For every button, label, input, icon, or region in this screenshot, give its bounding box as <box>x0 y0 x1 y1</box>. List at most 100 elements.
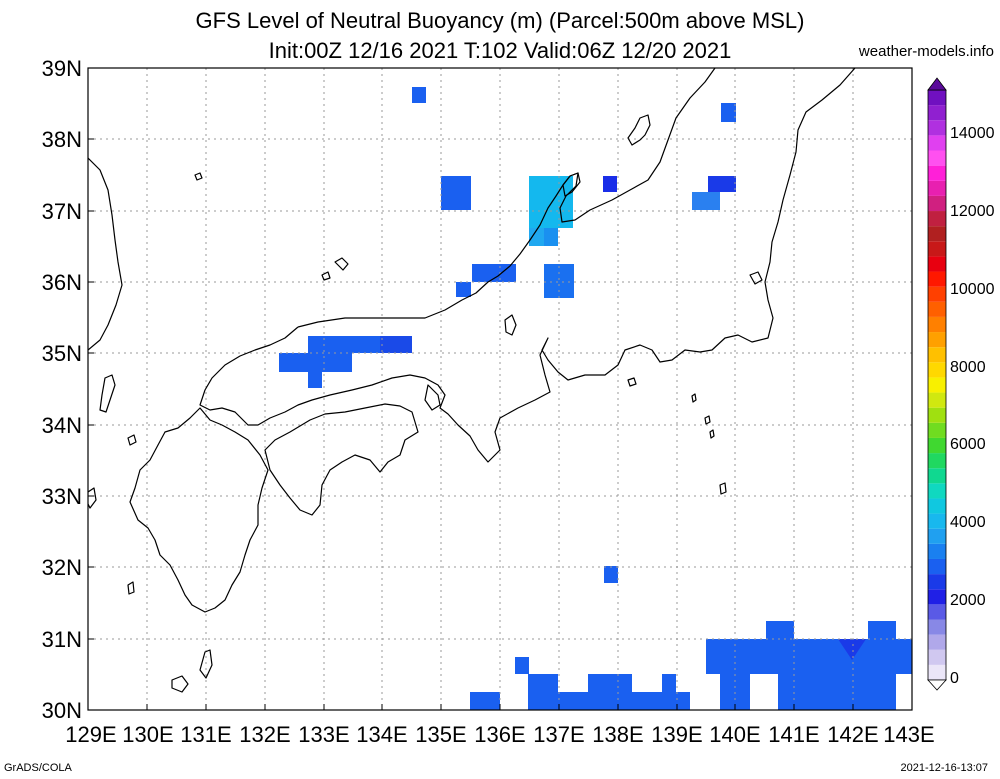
colorbar-swatch <box>928 105 946 121</box>
shikoku-coast <box>264 403 419 516</box>
colorbar-swatch <box>928 558 946 575</box>
colorbar-swatch <box>928 256 946 272</box>
lon-label: 134E <box>356 722 407 747</box>
cell <box>766 621 794 639</box>
lon-label: 131E <box>180 722 231 747</box>
korea-coast <box>88 157 123 351</box>
oki-islands-2 <box>321 271 331 281</box>
izu-island-3 <box>709 429 715 439</box>
map-subtitle: Init:00Z 12/16 2021 T:102 Valid:06Z 12/2… <box>268 38 732 63</box>
cell <box>706 639 912 674</box>
izu-island-1 <box>691 393 697 403</box>
cell <box>544 264 574 298</box>
colorbar-swatch <box>928 135 946 151</box>
colorbar-swatch <box>928 165 946 181</box>
lat-label: 31N <box>42 627 82 652</box>
iki-island <box>127 434 137 446</box>
lon-label: 138E <box>592 722 643 747</box>
izu-island-2 <box>704 415 711 425</box>
cell <box>588 674 632 710</box>
oki-islands <box>334 257 349 271</box>
cell <box>692 192 720 210</box>
cell <box>604 566 618 583</box>
lon-labels: 129E 130E 131E 132E 133E 134E 135E 136E … <box>65 722 934 747</box>
colorbar-swatch <box>928 362 946 378</box>
lat-label: 36N <box>42 270 82 295</box>
lon-label: 133E <box>298 722 349 747</box>
colorbar-labels: 14000 12000 10000 8000 6000 4000 2000 0 <box>950 125 995 687</box>
colorbar-min-arrow <box>927 679 947 691</box>
noto-peninsula <box>562 172 581 197</box>
cell <box>603 176 617 192</box>
colorbar-swatch <box>928 226 946 242</box>
map-grid <box>88 68 912 710</box>
cell <box>515 657 529 674</box>
colorbar-swatch <box>928 649 946 665</box>
cell <box>529 176 573 228</box>
colorbar-swatch <box>928 437 946 454</box>
honshu-north-coast <box>297 68 716 328</box>
colorbar-swatch <box>928 271 946 287</box>
colorbar-swatch <box>928 347 946 363</box>
goto-islands <box>88 487 97 509</box>
lon-label: 129E <box>65 722 116 747</box>
lat-label: 38N <box>42 127 82 152</box>
lon-label: 136E <box>474 722 525 747</box>
hachijo-island <box>719 482 727 495</box>
lat-label: 34N <box>42 413 82 438</box>
buoyancy-cells <box>279 87 912 710</box>
sado-island <box>627 114 651 146</box>
colorbar-swatch <box>928 543 946 559</box>
lon-label: 141E <box>768 722 819 747</box>
colorbar-swatch <box>928 468 946 484</box>
colorbar-label: 6000 <box>950 436 986 453</box>
footer-timestamp: 2021-12-16-13:07 <box>900 762 988 774</box>
kyushu-coast <box>129 407 269 613</box>
yakushima <box>171 675 189 693</box>
awaji-island <box>424 384 441 411</box>
hamana-lake <box>627 377 637 387</box>
colorbar-swatch <box>928 634 946 650</box>
map-title: GFS Level of Neutral Buoyancy (m) (Parce… <box>195 8 805 33</box>
colorbar-swatch <box>928 574 946 590</box>
cell <box>308 372 322 388</box>
cell <box>662 674 676 710</box>
colorbar-swatch <box>928 90 946 106</box>
colorbar-swatch <box>928 150 946 166</box>
lon-label: 140E <box>709 722 760 747</box>
colorbar-swatch <box>928 211 946 227</box>
cell <box>721 103 736 122</box>
cell <box>868 621 896 639</box>
coastlines <box>88 68 856 693</box>
colorbar-swatch <box>928 664 946 680</box>
tsushima <box>99 374 116 413</box>
lat-label: 33N <box>42 484 82 509</box>
lat-label: 30N <box>42 698 82 723</box>
lon-label: 139E <box>651 722 702 747</box>
cell <box>708 176 736 192</box>
colorbar-swatch <box>928 619 946 635</box>
cell <box>412 87 426 103</box>
cell <box>778 674 896 710</box>
colorbar-swatch <box>928 286 946 302</box>
cell <box>676 692 690 710</box>
colorbar-label: 2000 <box>950 592 986 609</box>
lon-label: 142E <box>827 722 878 747</box>
colorbar-swatch <box>928 589 946 605</box>
tanegashima <box>199 649 213 679</box>
colorbar <box>927 77 947 691</box>
colorbar-swatch <box>928 604 946 620</box>
colorbar-swatch <box>928 316 946 333</box>
biwa-lake <box>504 314 517 336</box>
colorbar-label: 8000 <box>950 359 986 376</box>
axis-ticks <box>88 67 854 711</box>
cell <box>529 228 544 246</box>
colorbar-swatch <box>928 407 946 423</box>
cell <box>528 674 558 710</box>
lon-label: 135E <box>415 722 466 747</box>
lat-label: 32N <box>42 555 82 580</box>
colorbar-swatch <box>928 332 946 348</box>
cell <box>544 228 558 246</box>
cell <box>558 692 588 710</box>
